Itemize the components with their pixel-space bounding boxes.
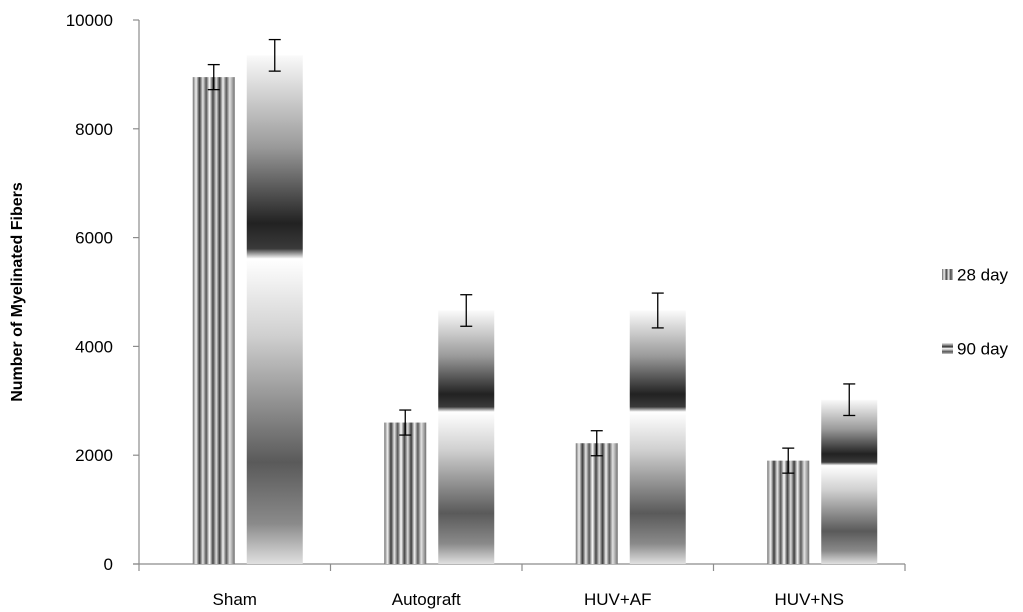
y-tick-label: 10000: [66, 11, 113, 30]
y-tick-label: 8000: [75, 120, 113, 139]
bar-90-day-huv-af: [629, 310, 686, 564]
bar-90-day-huv-ns: [821, 399, 878, 564]
legend: 28 day 90 day: [942, 266, 1009, 359]
y-tick-label: 6000: [75, 229, 113, 248]
y-axis: 0 2000 4000 6000 8000 10000: [66, 11, 140, 574]
error-bar: [590, 430, 603, 457]
error-bar: [651, 292, 664, 329]
x-category-label: Autograft: [392, 590, 461, 609]
error-bar: [207, 63, 220, 91]
error-bars-group: [207, 38, 856, 474]
bar-28-day-huv-af: [575, 443, 618, 564]
y-axis-title: Number of Myelinated Fibers: [9, 182, 26, 402]
bars-group: [192, 55, 878, 565]
category-labels: Sham Autograft HUV+AF HUV+NS: [213, 590, 844, 609]
x-axis: [133, 563, 906, 571]
error-bar: [782, 447, 795, 474]
bar-90-day-autograft: [438, 310, 495, 564]
error-bar: [399, 409, 412, 436]
x-category-label: HUV+NS: [775, 590, 844, 609]
bar-28-day-sham: [192, 77, 235, 565]
x-category-label: HUV+AF: [584, 590, 652, 609]
error-bar: [843, 383, 856, 417]
x-category-label: Sham: [213, 590, 257, 609]
bar-90-day-sham: [246, 55, 303, 565]
legend-swatch-28-day: [942, 269, 953, 280]
y-tick-label: 2000: [75, 446, 113, 465]
bar-28-day-autograft: [384, 422, 427, 564]
y-tick-label: 4000: [75, 337, 113, 356]
error-bar: [268, 38, 281, 72]
legend-swatch-90-day: [942, 343, 953, 354]
legend-label: 90 day: [957, 340, 1009, 359]
error-bar: [460, 294, 473, 327]
y-tick-label: 0: [104, 555, 113, 574]
legend-label: 28 day: [957, 266, 1009, 285]
bar-28-day-huv-ns: [767, 460, 810, 564]
